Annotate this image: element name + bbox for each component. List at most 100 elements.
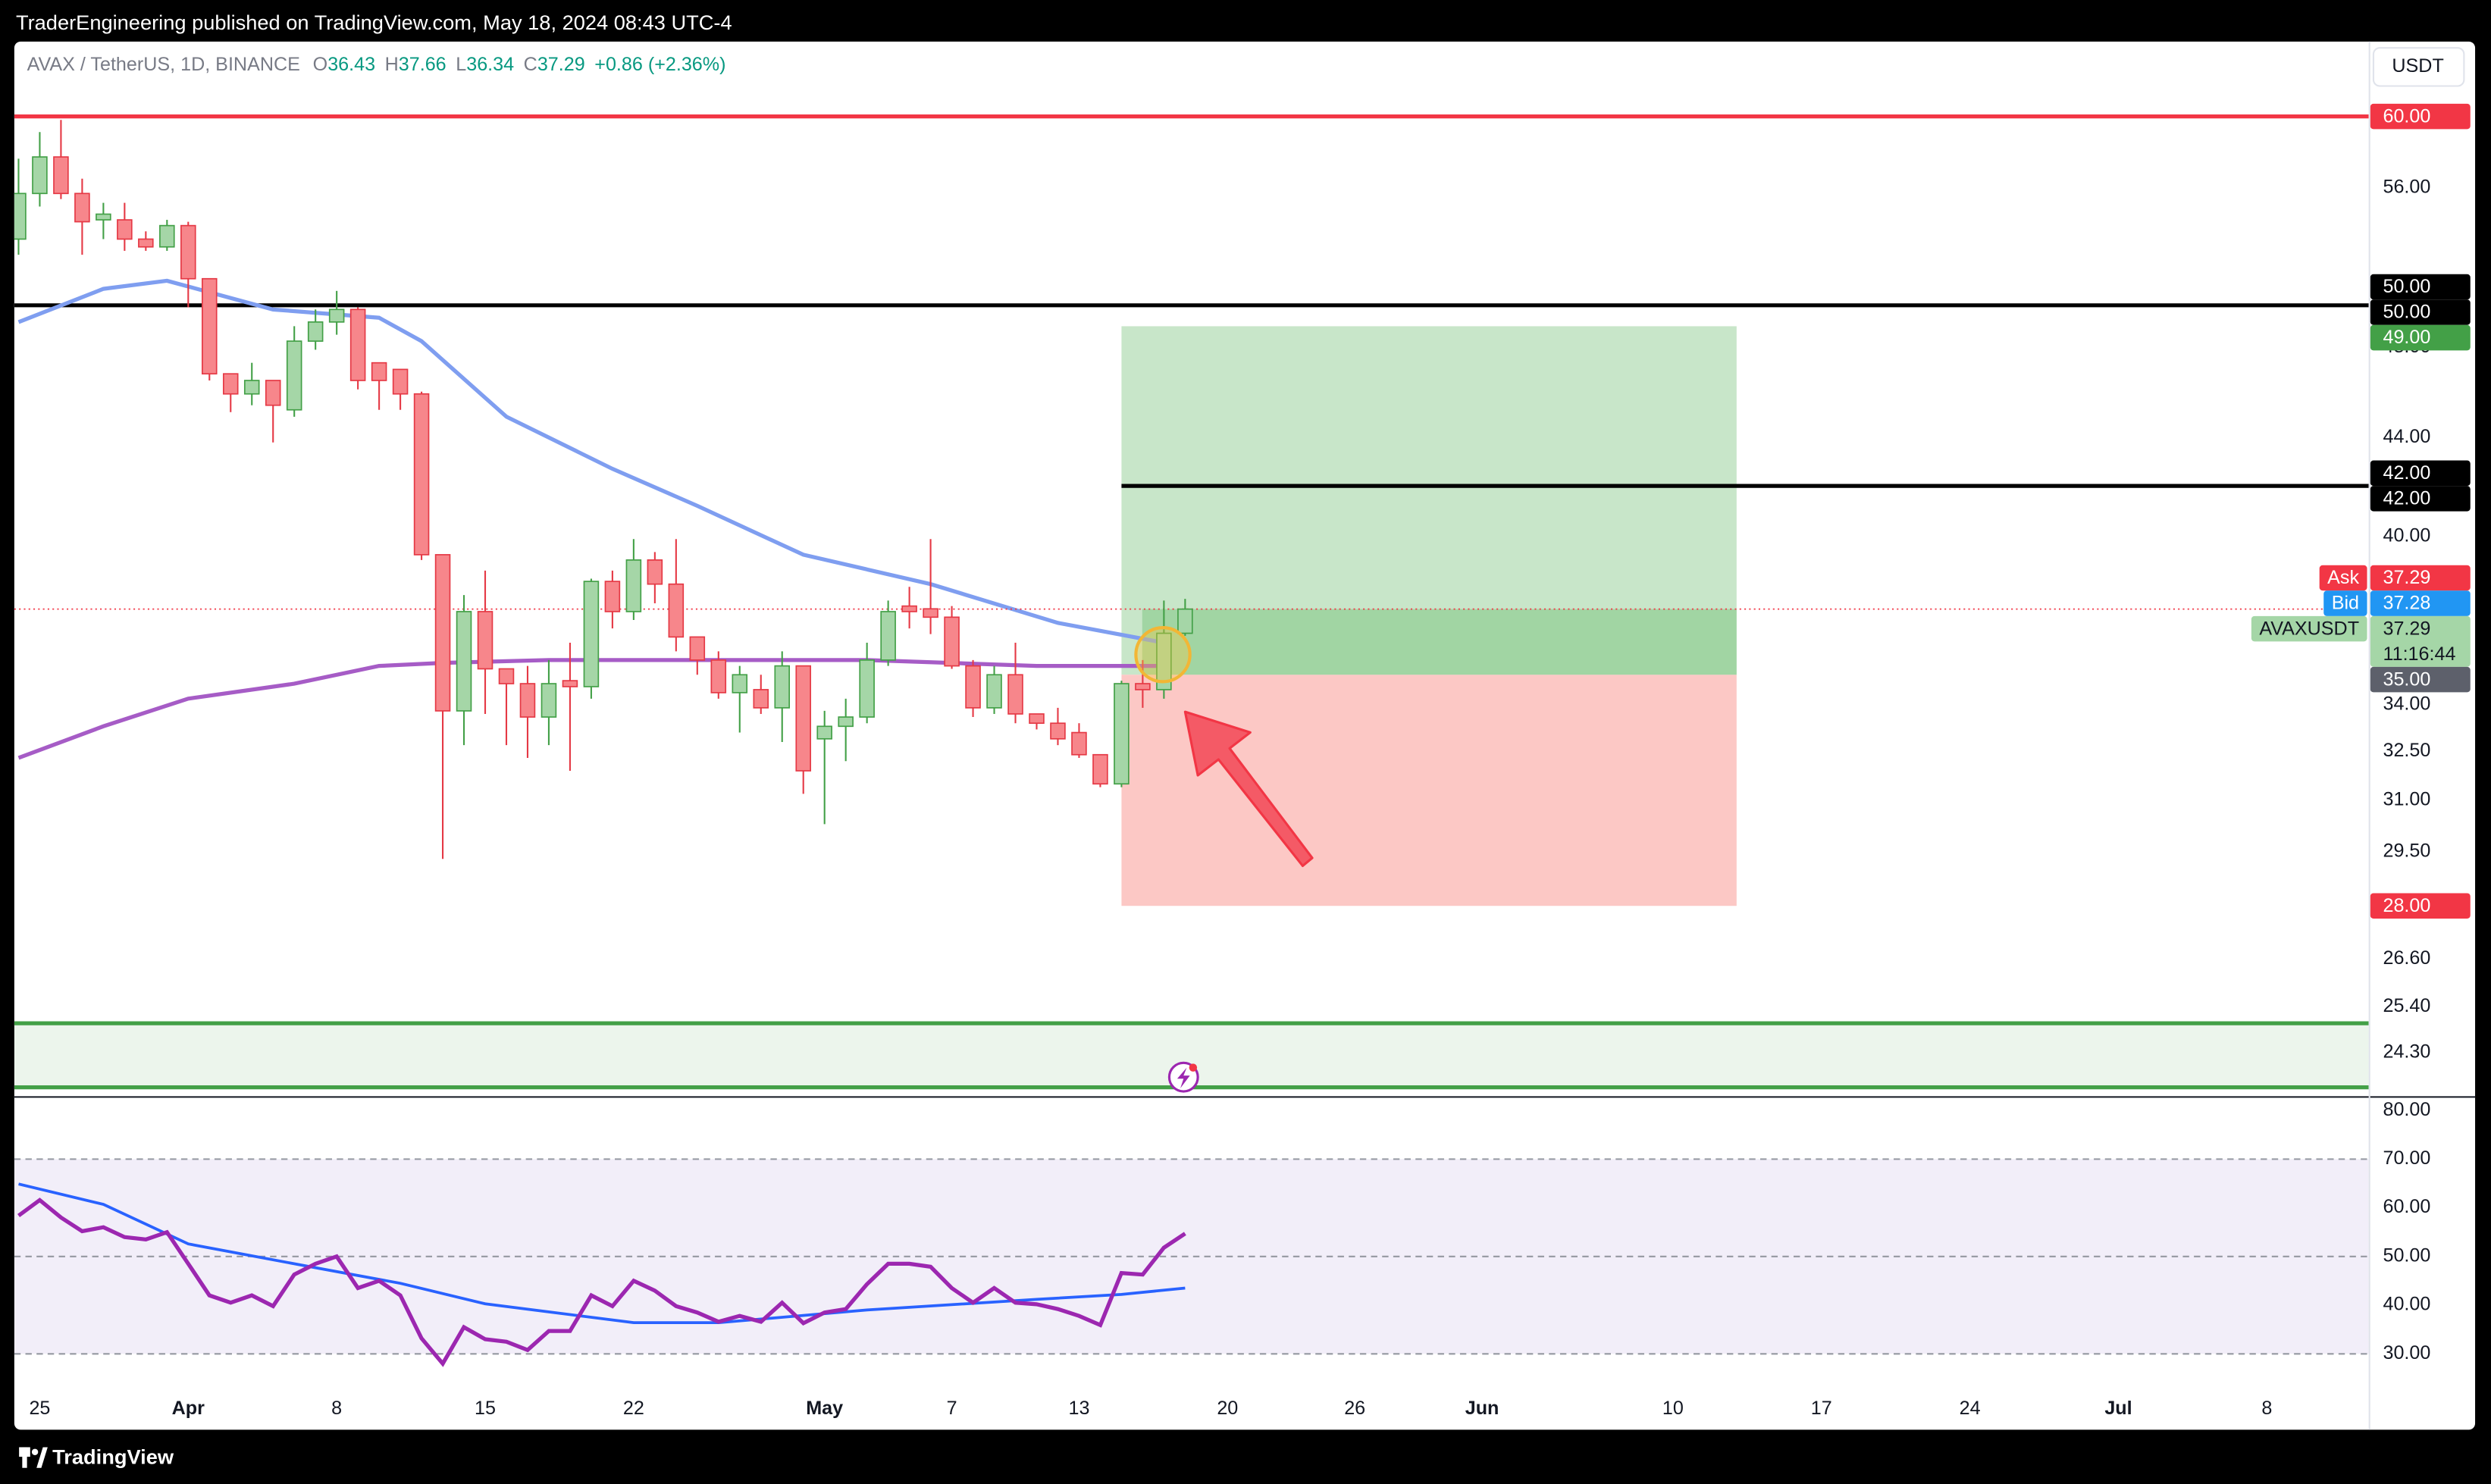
- rsi-pane: [14, 1158, 2369, 1367]
- price-tag-box: [2251, 615, 2367, 642]
- price-label-box: [2370, 893, 2471, 919]
- price-label-box: [2370, 324, 2471, 351]
- x-tick-label: 26: [1344, 1398, 1365, 1419]
- x-tick-label: Apr: [172, 1398, 205, 1419]
- legend-text: H: [385, 54, 399, 75]
- y-tick-label: 34.00: [2383, 693, 2430, 715]
- event-dot: [1189, 1063, 1198, 1072]
- candle-body: [243, 380, 260, 395]
- candle-body: [1029, 713, 1045, 725]
- candle-body: [434, 554, 451, 712]
- candle-body: [498, 668, 515, 684]
- price-label-box: [2370, 565, 2471, 591]
- candle-body: [859, 659, 875, 718]
- rsi-tick-label: 60.00: [2383, 1196, 2430, 1217]
- price-label: 35.00: [2383, 668, 2430, 690]
- candle-body: [562, 680, 578, 687]
- candle-body: [732, 674, 748, 693]
- candle-body: [456, 611, 472, 712]
- candle-body: [286, 340, 302, 411]
- candle-body: [74, 193, 90, 223]
- candle-body: [753, 689, 769, 709]
- candle-body: [880, 611, 896, 661]
- candle-body: [540, 683, 557, 718]
- x-tick-label: 7: [947, 1398, 957, 1419]
- highlight-circle: [1134, 626, 1192, 684]
- open-profit: [1142, 609, 1737, 675]
- x-tick-label: 17: [1811, 1398, 1832, 1419]
- price-label-box: [2370, 274, 2471, 300]
- candle-body: [689, 636, 706, 661]
- logo-part: [31, 1448, 39, 1455]
- price-label: 50.00: [2383, 302, 2430, 323]
- publish-header: TraderEngineering published on TradingVi…: [16, 11, 732, 34]
- candle-body: [583, 581, 600, 687]
- rsi-line: [17, 1198, 1186, 1367]
- y-tick-label: 40.00: [2383, 524, 2430, 546]
- price-label: 28.00: [2383, 895, 2430, 916]
- y-tick-label: 25.40: [2383, 995, 2430, 1016]
- x-tick-label: 8: [2261, 1398, 2272, 1419]
- legend: AVAX / TetherUS, 1D, BINANCE O 36.43 H 37.66…: [27, 54, 726, 75]
- price-pane: [14, 114, 2369, 1090]
- candle-body: [222, 373, 239, 395]
- candle-body: [1071, 731, 1087, 756]
- y-tick-label: 24.30: [2383, 1041, 2430, 1063]
- price-label: 49.00: [2383, 327, 2430, 348]
- brand: TradingView: [52, 1445, 174, 1468]
- legend-text: O: [313, 54, 328, 75]
- rsi-tick-label: 80.00: [2383, 1099, 2430, 1120]
- candle-body: [519, 683, 536, 718]
- price-label-box: [2370, 460, 2471, 487]
- legend-text: AVAX / TetherUS, 1D, BINANCE: [27, 54, 300, 75]
- x-tick-label: Jul: [2104, 1398, 2132, 1419]
- price-label: 37.29: [2383, 618, 2430, 639]
- legend-text: 37.66: [399, 54, 446, 75]
- currency-button[interactable]: [2372, 47, 2465, 87]
- y-tick-label: 26.60: [2383, 947, 2430, 969]
- candle-body: [392, 368, 409, 395]
- candle-body: [14, 193, 27, 240]
- candle-body: [1135, 683, 1151, 690]
- rsi-tick-label: 70.00: [2383, 1147, 2430, 1169]
- logo-part: [22, 1447, 27, 1468]
- candle-body: [117, 219, 133, 240]
- candle-body: [307, 321, 324, 342]
- x-tick-label: 10: [1662, 1398, 1684, 1419]
- candle-body: [53, 156, 69, 195]
- legend-text: 37.29: [537, 54, 585, 75]
- footer: TradingView: [19, 1445, 174, 1468]
- candle-body: [138, 238, 154, 248]
- rsi-tick-label: 50.00: [2383, 1244, 2430, 1266]
- y-tick-label: 32.50: [2383, 740, 2430, 761]
- axes: 24.30 25.40 26.60 29.50 31.00 32.50 34.00 40.00…: [29, 103, 2471, 1419]
- x-tick-label: 22: [623, 1398, 644, 1419]
- candle-body: [944, 616, 960, 667]
- price-label: 42.00: [2383, 488, 2430, 509]
- stop-zone: [1121, 675, 1737, 906]
- candle-body: [1156, 632, 1172, 690]
- candle-body: [986, 674, 1002, 709]
- candle-body: [413, 393, 430, 556]
- price-label: 37.28: [2383, 593, 2430, 614]
- candle-body: [795, 665, 811, 772]
- candle-body: [816, 725, 832, 740]
- x-tick-label: Jun: [1465, 1398, 1499, 1419]
- price-label-box: [2370, 299, 2471, 325]
- legend-text: 36.34: [466, 54, 514, 75]
- price-label: 50.00: [2383, 276, 2430, 297]
- candle-body: [1050, 722, 1066, 740]
- candle-body: [349, 308, 366, 381]
- candle-body: [96, 213, 111, 221]
- logo-part: [36, 1447, 48, 1468]
- x-tick-label: 15: [475, 1398, 496, 1419]
- y-tick-label: 31.00: [2383, 789, 2430, 810]
- legend-text: C: [524, 54, 537, 75]
- rsi-tick-label: 40.00: [2383, 1294, 2430, 1315]
- rsi-ma: [18, 1182, 1186, 1325]
- candle-body: [668, 583, 685, 638]
- price-label: 37.29: [2383, 567, 2430, 588]
- candle-body: [1092, 753, 1108, 785]
- price-tag-box: [2319, 565, 2367, 591]
